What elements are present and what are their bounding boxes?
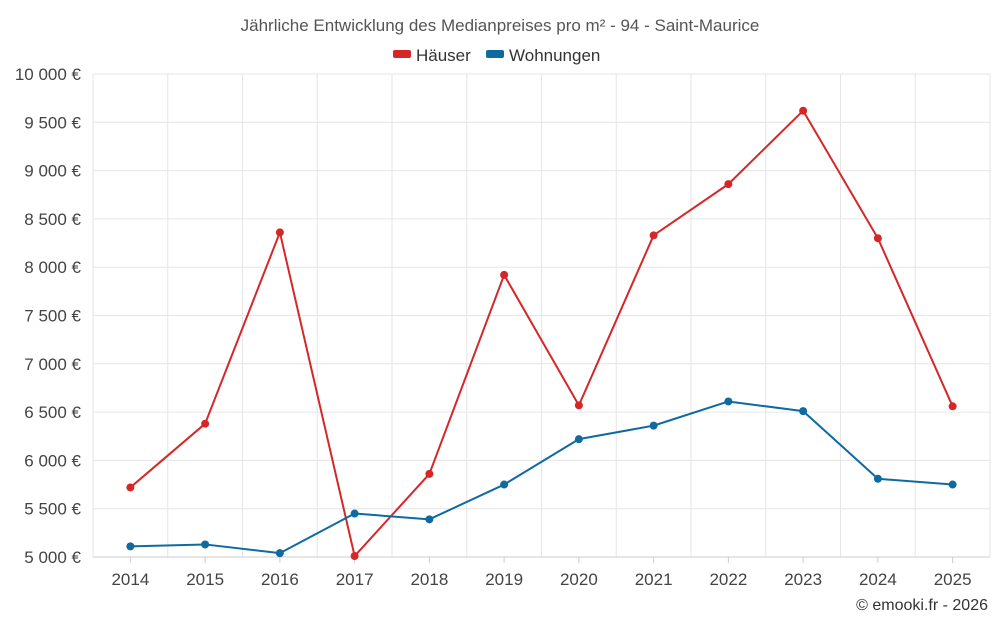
data-point-houses[interactable] xyxy=(873,234,882,243)
credit-text: © emooki.fr - 2026 xyxy=(856,597,988,614)
x-tick-label: 2024 xyxy=(859,570,897,589)
x-tick-label: 2023 xyxy=(784,570,822,589)
y-tick-label: 8 500 € xyxy=(24,210,81,229)
legend-item-apartments[interactable]: Wohnungen xyxy=(486,46,600,65)
x-tick-label: 2015 xyxy=(186,570,224,589)
grid xyxy=(92,73,991,558)
x-tick-label: 2016 xyxy=(261,570,299,589)
data-point-apartments[interactable] xyxy=(126,542,135,551)
x-tick-label: 2020 xyxy=(560,570,598,589)
legend-label-apartments: Wohnungen xyxy=(509,46,600,65)
data-point-houses[interactable] xyxy=(574,401,583,410)
chart-title: Jährliche Entwicklung des Medianpreises … xyxy=(241,16,760,35)
series xyxy=(126,106,957,561)
x-axis: 2014 2015 2016 2017 2018 2019 2020 2021 2022 2023… xyxy=(93,556,990,589)
legend-item-houses[interactable]: Häuser xyxy=(393,46,471,65)
data-point-houses[interactable] xyxy=(126,483,135,492)
x-tick-label: 2018 xyxy=(410,570,448,589)
data-point-houses[interactable] xyxy=(275,228,284,237)
data-point-apartments[interactable] xyxy=(201,540,210,549)
data-point-apartments[interactable] xyxy=(724,397,733,406)
y-tick-label: 6 500 € xyxy=(24,403,81,422)
data-point-apartments[interactable] xyxy=(948,480,957,489)
x-tick-label: 2021 xyxy=(635,570,673,589)
y-tick-label: 5 000 € xyxy=(24,548,81,567)
series-houses xyxy=(126,106,957,561)
legend-swatch-houses xyxy=(393,50,411,58)
y-tick-label: 6 000 € xyxy=(24,451,81,470)
data-point-houses[interactable] xyxy=(649,231,658,240)
data-point-apartments[interactable] xyxy=(574,435,583,444)
data-point-apartments[interactable] xyxy=(799,407,808,416)
legend: Häuser Wohnungen xyxy=(393,46,600,65)
y-axis: 5 000 € 5 500 € 6 000 € 6 500 € 7 000 € 7 500… xyxy=(15,65,82,567)
data-point-houses[interactable] xyxy=(948,402,957,411)
y-tick-label: 7 500 € xyxy=(24,307,81,326)
y-tick-label: 5 500 € xyxy=(24,500,81,519)
data-point-houses[interactable] xyxy=(350,552,359,561)
x-tick-label: 2025 xyxy=(934,570,972,589)
data-point-houses[interactable] xyxy=(201,419,210,428)
data-point-houses[interactable] xyxy=(500,270,509,279)
y-tick-label: 7 000 € xyxy=(24,355,81,374)
x-tick-label: 2019 xyxy=(485,570,523,589)
series-line-houses xyxy=(129,109,954,558)
data-point-apartments[interactable] xyxy=(425,515,434,524)
y-tick-label: 10 000 € xyxy=(15,65,82,84)
series-line-apartments xyxy=(130,400,953,555)
legend-label-houses: Häuser xyxy=(416,46,471,65)
y-tick-label: 9 500 € xyxy=(24,113,81,132)
data-point-apartments[interactable] xyxy=(649,421,658,430)
data-point-houses[interactable] xyxy=(799,106,808,115)
y-tick-label: 9 000 € xyxy=(24,162,81,181)
data-point-apartments[interactable] xyxy=(350,509,359,518)
data-point-houses[interactable] xyxy=(724,180,733,189)
x-tick-label: 2017 xyxy=(336,570,374,589)
x-tick-label: 2014 xyxy=(111,570,149,589)
series-apartments xyxy=(126,397,957,558)
data-point-houses[interactable] xyxy=(425,469,434,478)
data-point-apartments[interactable] xyxy=(275,549,284,558)
data-point-apartments[interactable] xyxy=(500,480,509,489)
y-tick-label: 8 000 € xyxy=(24,258,81,277)
x-tick-label: 2022 xyxy=(709,570,747,589)
data-point-apartments[interactable] xyxy=(873,474,882,483)
legend-swatch-apartments xyxy=(486,50,504,58)
